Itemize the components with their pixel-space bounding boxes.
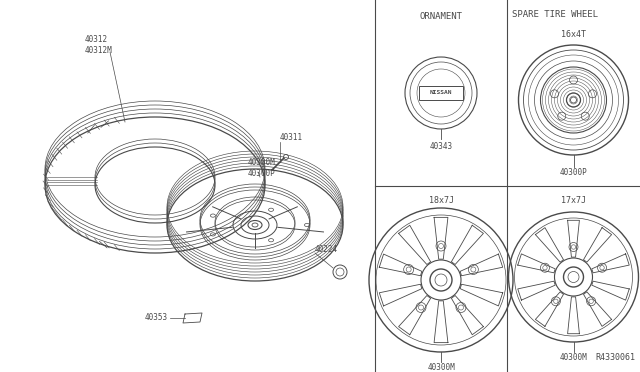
Text: 40300M: 40300M [559, 353, 588, 362]
Text: 40312
40312M: 40312 40312M [85, 35, 113, 55]
Text: 18x7J: 18x7J [429, 196, 454, 205]
Text: R4330061: R4330061 [595, 353, 635, 362]
Text: 40300M
40300P: 40300M 40300P [248, 158, 276, 178]
Text: 40311: 40311 [280, 134, 303, 142]
Text: 16x4T: 16x4T [561, 30, 586, 39]
Text: 40300M: 40300M [427, 363, 455, 372]
Text: 40343: 40343 [429, 142, 452, 151]
Text: 40353: 40353 [145, 314, 168, 323]
Bar [419, 86, 463, 100]
Text: ORNAMENT: ORNAMENT [419, 12, 463, 21]
Text: SPARE TIRE WHEEL: SPARE TIRE WHEEL [512, 10, 598, 19]
Text: 17x7J: 17x7J [561, 196, 586, 205]
Text: 40300P: 40300P [559, 168, 588, 177]
Text: 40224: 40224 [315, 246, 338, 254]
Text: NISSAN: NISSAN [429, 90, 452, 96]
